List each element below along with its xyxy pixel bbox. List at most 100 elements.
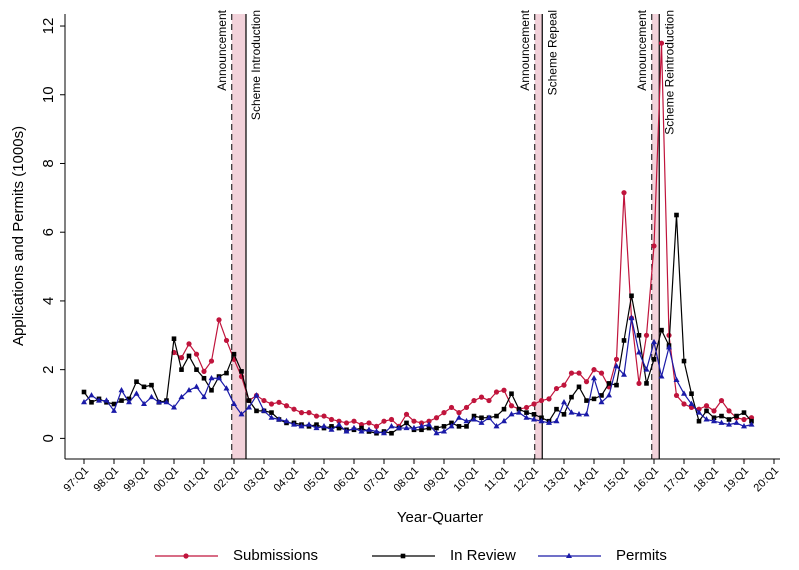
- point: [568, 370, 575, 376]
- point: [523, 404, 530, 411]
- point: [628, 314, 635, 321]
- point: [718, 419, 725, 425]
- point: [358, 428, 365, 434]
- point: [531, 416, 537, 422]
- point: [246, 404, 252, 410]
- x-tick-label: 97:Q1: [61, 465, 91, 495]
- x-tick-label: 10:Q1: [451, 465, 481, 495]
- point: [336, 425, 342, 431]
- point: [478, 394, 485, 400]
- point: [434, 425, 439, 431]
- point: [441, 410, 447, 416]
- point: [456, 424, 462, 429]
- point: [418, 420, 425, 426]
- point: [208, 358, 215, 364]
- point: [501, 406, 507, 412]
- series: [81, 212, 754, 436]
- point: [238, 411, 245, 417]
- y-axis-label: Applications and Permits (1000s): [10, 126, 27, 346]
- point: [411, 418, 417, 424]
- point: [201, 368, 207, 374]
- point: [531, 412, 537, 417]
- point: [479, 415, 484, 421]
- point: [268, 401, 275, 407]
- point: [433, 429, 440, 436]
- point: [539, 415, 544, 421]
- point: [328, 426, 335, 432]
- point: [396, 424, 402, 431]
- point: [283, 403, 290, 409]
- point: [163, 399, 170, 405]
- point: [456, 414, 462, 420]
- point: [733, 419, 740, 425]
- legend-marker: [566, 552, 572, 558]
- point: [306, 421, 312, 427]
- point: [636, 380, 642, 387]
- point: [666, 344, 672, 350]
- event-band: [651, 14, 660, 459]
- event-band: [231, 14, 246, 459]
- point: [449, 420, 454, 426]
- legend-marker: [183, 553, 189, 559]
- point: [606, 392, 612, 398]
- point: [404, 420, 409, 426]
- point: [389, 430, 394, 436]
- point: [81, 389, 87, 395]
- point: [223, 385, 230, 391]
- x-tick-label: 14:Q1: [571, 465, 601, 495]
- point: [493, 389, 500, 395]
- point: [193, 383, 200, 389]
- point: [583, 379, 590, 385]
- point: [231, 351, 237, 357]
- point: [508, 411, 515, 417]
- point: [261, 397, 267, 404]
- point: [726, 421, 732, 427]
- legend-label: Submissions: [233, 547, 318, 564]
- y-tick-label: 8: [40, 159, 57, 167]
- point: [486, 414, 492, 420]
- change-label: Scheme Introduction: [249, 10, 263, 120]
- point: [696, 418, 702, 424]
- x-tick-label: 01:Q1: [181, 465, 211, 495]
- point: [186, 353, 192, 359]
- point: [359, 425, 364, 431]
- point: [254, 408, 259, 414]
- point: [486, 397, 492, 404]
- point: [336, 418, 342, 424]
- point: [621, 371, 627, 377]
- point: [193, 351, 200, 357]
- point: [321, 413, 327, 419]
- point: [621, 338, 627, 343]
- point: [471, 416, 477, 422]
- point: [659, 327, 664, 333]
- point: [298, 423, 305, 429]
- legend-label: In Review: [450, 547, 516, 564]
- point: [463, 404, 470, 411]
- point: [546, 419, 552, 425]
- point: [734, 413, 739, 419]
- point: [89, 400, 94, 405]
- point: [171, 336, 177, 342]
- point: [584, 398, 589, 403]
- point: [314, 422, 319, 427]
- point: [636, 349, 642, 355]
- legend-label: Permits: [616, 547, 667, 564]
- point: [306, 410, 312, 416]
- point: [291, 406, 297, 412]
- point: [463, 417, 470, 424]
- point: [651, 338, 657, 345]
- point: [186, 341, 192, 347]
- point: [726, 408, 732, 414]
- point: [276, 416, 282, 422]
- point: [141, 400, 147, 407]
- point: [674, 212, 679, 218]
- point: [471, 397, 477, 404]
- point: [148, 393, 155, 400]
- point: [194, 367, 199, 372]
- x-tick-label: 00:Q1: [151, 465, 181, 495]
- point: [366, 420, 372, 426]
- point: [216, 317, 222, 323]
- point: [448, 423, 455, 429]
- point: [246, 398, 252, 403]
